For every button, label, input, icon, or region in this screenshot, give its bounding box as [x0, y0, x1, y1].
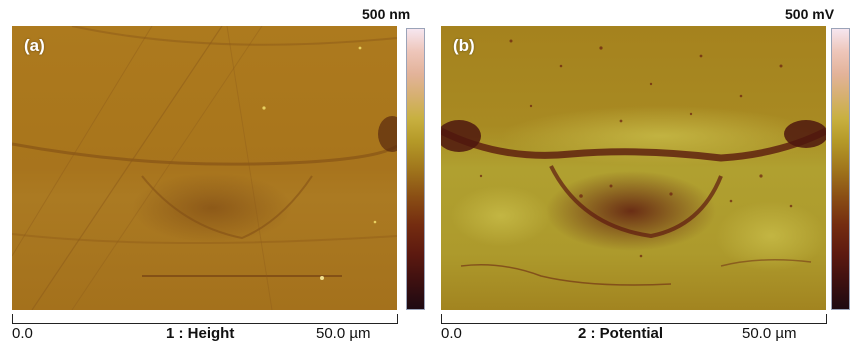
x-axis-bracket: [12, 314, 398, 324]
height-map-graphic: [12, 26, 397, 310]
panel-label: (a): [24, 36, 45, 55]
channel-title: 2 : Potential: [578, 325, 664, 342]
potential-map-graphic: [441, 26, 826, 310]
x-axis-bracket: [441, 314, 827, 324]
colorbar-max-label: 500 nm: [362, 6, 411, 22]
x-axis-min-label: 0.0: [441, 325, 462, 342]
height-colorbar: [406, 28, 425, 310]
channel-title: 1 : Height: [166, 325, 235, 342]
panel-label: (b): [453, 36, 475, 55]
x-axis-min-label: 0.0: [12, 325, 33, 342]
height-map-image: (a): [12, 26, 397, 310]
potential-map-image: (b): [441, 26, 826, 310]
x-axis-max-label: 50.0 µm: [742, 325, 797, 342]
potential-colorbar: [831, 28, 850, 310]
colorbar-max-label: 500 mV: [785, 6, 835, 22]
x-axis-max-label: 50.0 µm: [316, 325, 371, 342]
